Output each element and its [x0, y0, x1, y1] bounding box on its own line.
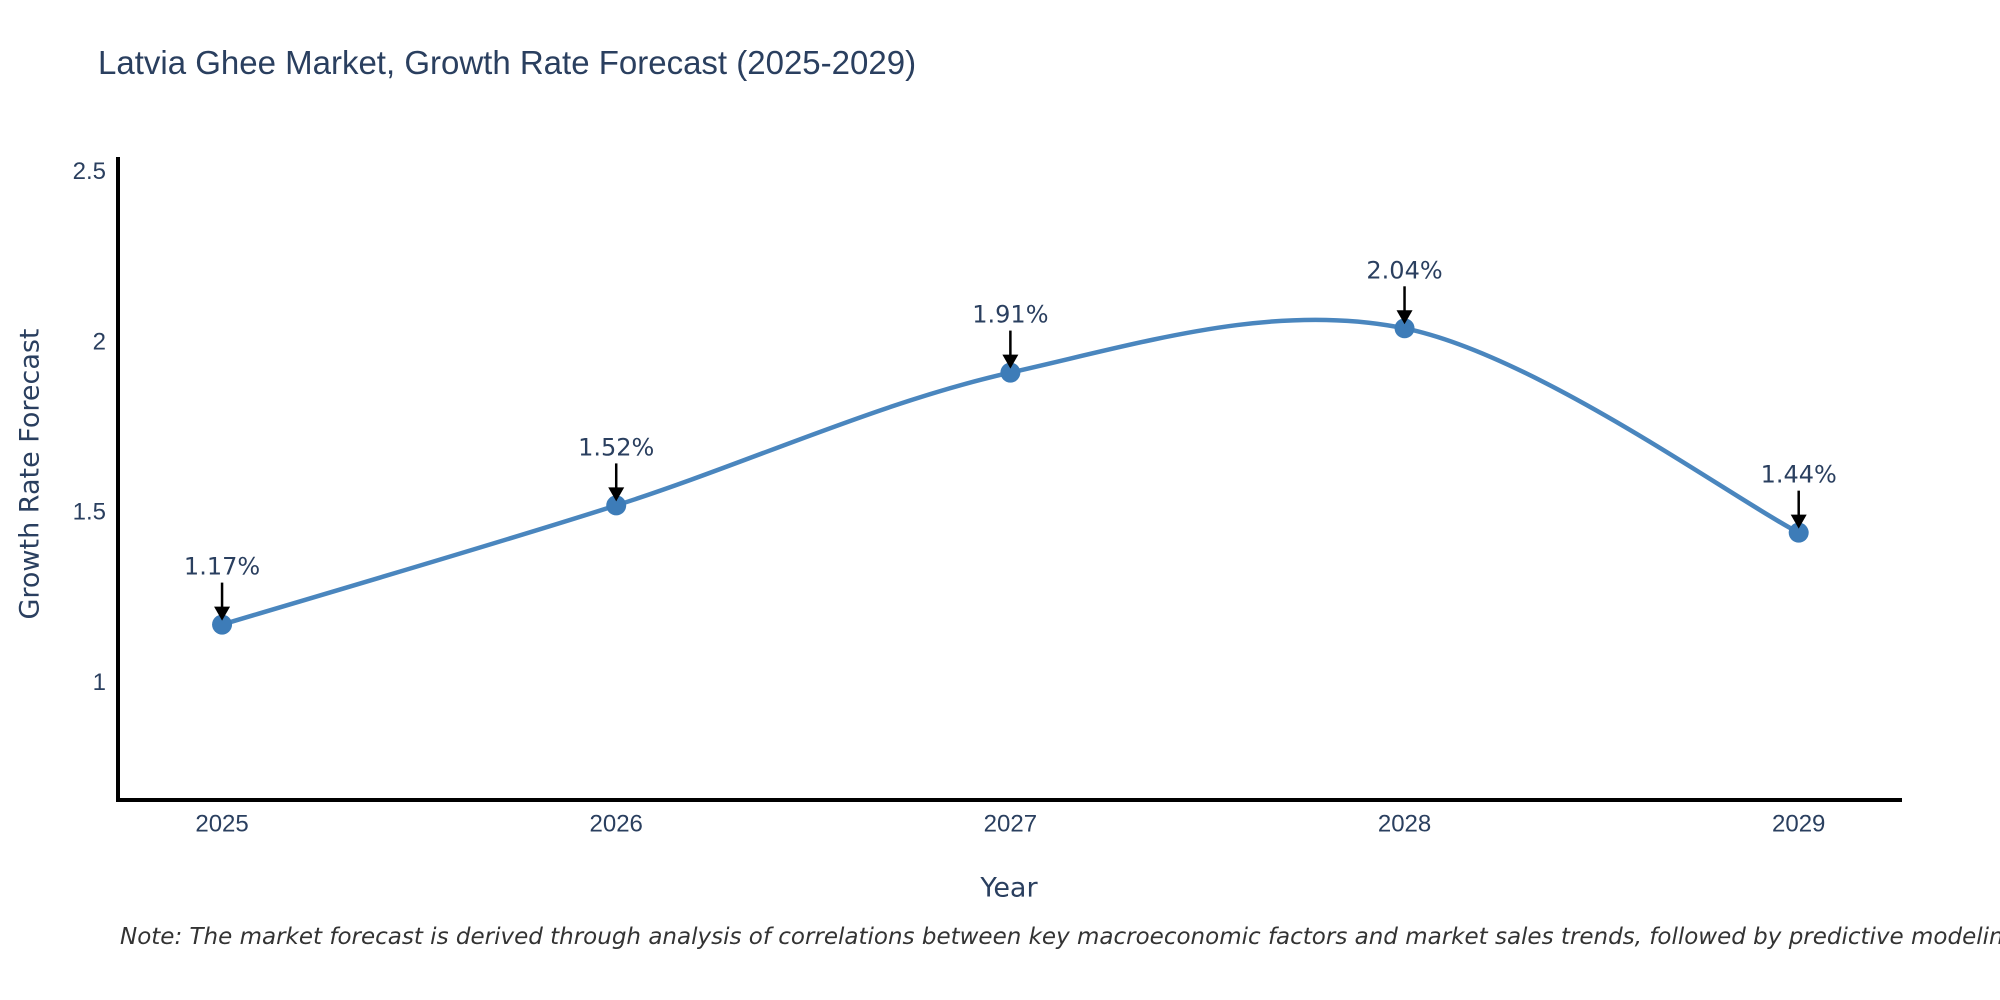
y-axis-title: Growth Rate Forecast [15, 328, 46, 619]
y-tick-label: 2 [93, 328, 106, 355]
data-point-marker [1394, 318, 1415, 339]
annotation-label: 2.04% [1366, 256, 1442, 284]
annotation-arrowhead [1790, 514, 1807, 529]
footnote: Note: The market forecast is derived thr… [120, 924, 2000, 950]
data-point-marker [606, 495, 627, 516]
annotation-arrowhead [608, 487, 625, 502]
x-tick-label: 2029 [1772, 811, 1825, 838]
annotation-label: 1.52% [578, 433, 654, 461]
x-tick-label: 2025 [195, 811, 248, 838]
y-tick-label: 1.5 [73, 499, 106, 526]
annotation-label: 1.44% [1761, 461, 1837, 489]
x-tick-label: 2026 [590, 811, 643, 838]
annotation-arrowhead [214, 606, 231, 621]
annotation-arrowhead [1002, 354, 1019, 369]
annotation-label: 1.17% [184, 553, 260, 581]
annotation-arrowhead [1396, 310, 1413, 325]
chart-title: Latvia Ghee Market, Growth Rate Forecast… [98, 44, 917, 81]
x-axis-title: Year [979, 873, 1038, 904]
chart-layer: 1 1.5 2 2.5 2025 2026 2027 2028 2029 1.17% 1.52% 1.… [73, 157, 1902, 838]
data-point-marker [212, 614, 233, 635]
x-tick-label: 2028 [1378, 811, 1431, 838]
data-point-marker [1000, 362, 1021, 383]
annotation-label: 1.91% [972, 301, 1048, 329]
y-tick-label: 1 [93, 669, 106, 696]
axis-lines [116, 157, 1902, 802]
data-point-marker [1788, 522, 1809, 543]
x-tick-label: 2027 [984, 811, 1037, 838]
y-tick-label: 2.5 [73, 158, 106, 185]
